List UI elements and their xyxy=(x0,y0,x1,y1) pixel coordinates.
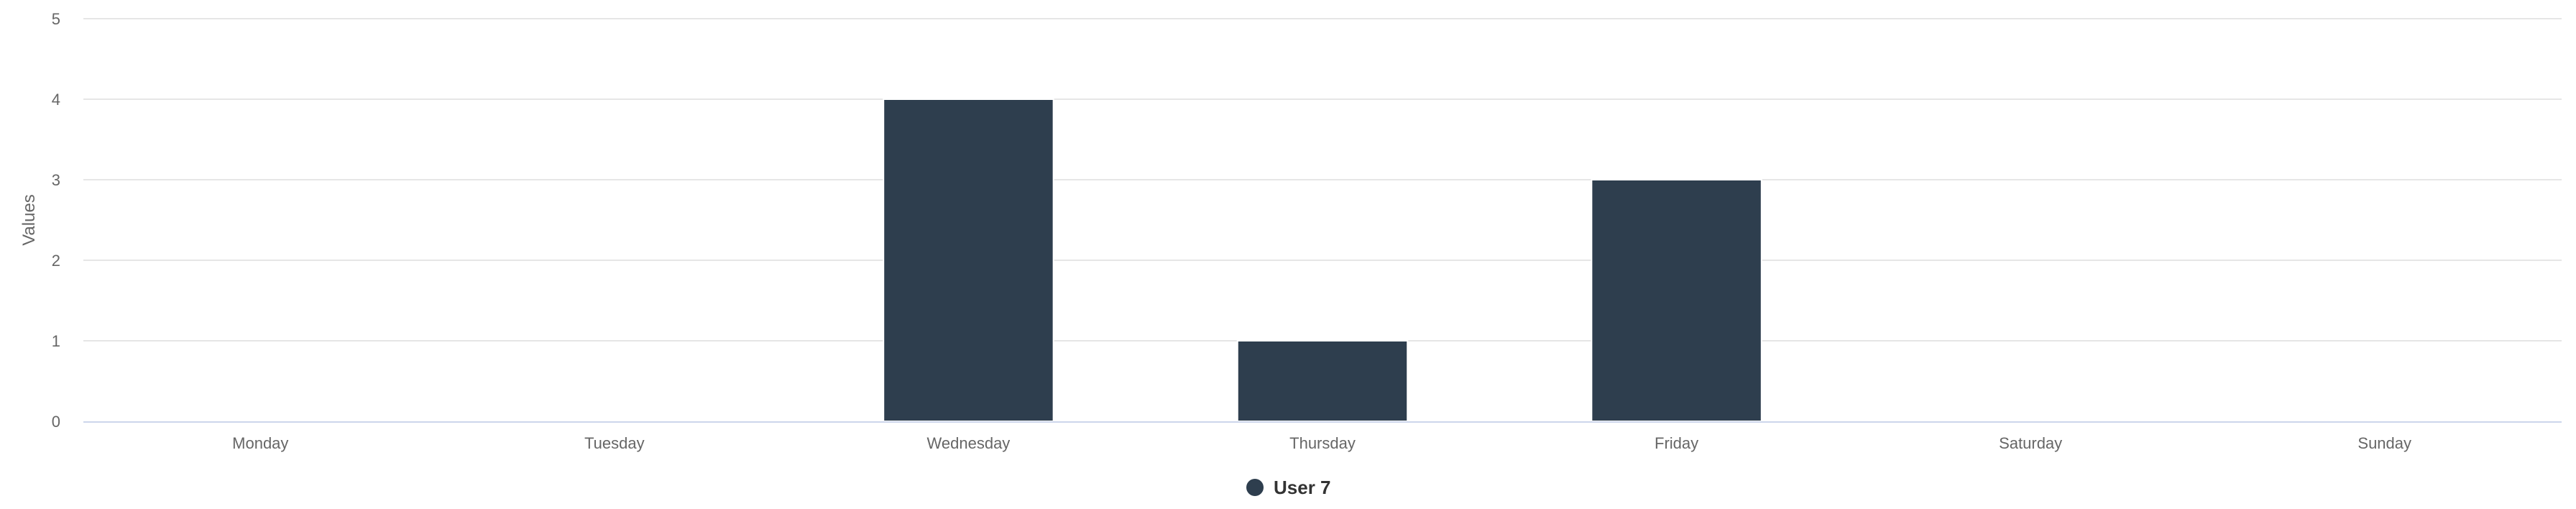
y-tick-label: 2 xyxy=(52,252,60,270)
x-tick-label: Sunday xyxy=(2358,434,2411,452)
y-tick-label: 0 xyxy=(52,413,60,431)
x-tick-label: Wednesday xyxy=(927,434,1011,452)
y-gridlines xyxy=(83,18,2562,341)
y-axis-title: Values xyxy=(19,194,39,246)
y-tick-label: 3 xyxy=(52,171,60,189)
legend[interactable]: User 7 xyxy=(1246,477,1331,498)
x-tick-labels: Monday Tuesday Wednesday Thursday Friday Satu… xyxy=(232,434,2411,452)
y-tick-labels: 0 1 2 3 4 5 xyxy=(52,10,60,431)
bar-wednesday[interactable] xyxy=(883,98,1054,422)
legend-symbol xyxy=(1246,479,1264,496)
x-tick-label: Monday xyxy=(232,434,288,452)
x-tick-label: Tuesday xyxy=(584,434,645,452)
bar-thursday[interactable] xyxy=(1236,340,1409,422)
x-tick-label: Friday xyxy=(1655,434,1698,452)
x-tick-label: Thursday xyxy=(1289,434,1356,452)
legend-item-label[interactable]: User 7 xyxy=(1274,477,1331,498)
bar-series xyxy=(883,98,1762,422)
y-tick-label: 4 xyxy=(52,91,60,109)
bar-friday[interactable] xyxy=(1591,179,1762,422)
y-tick-label: 5 xyxy=(52,10,60,28)
x-tick-label: Saturday xyxy=(1999,434,2062,452)
y-tick-label: 1 xyxy=(52,332,60,350)
